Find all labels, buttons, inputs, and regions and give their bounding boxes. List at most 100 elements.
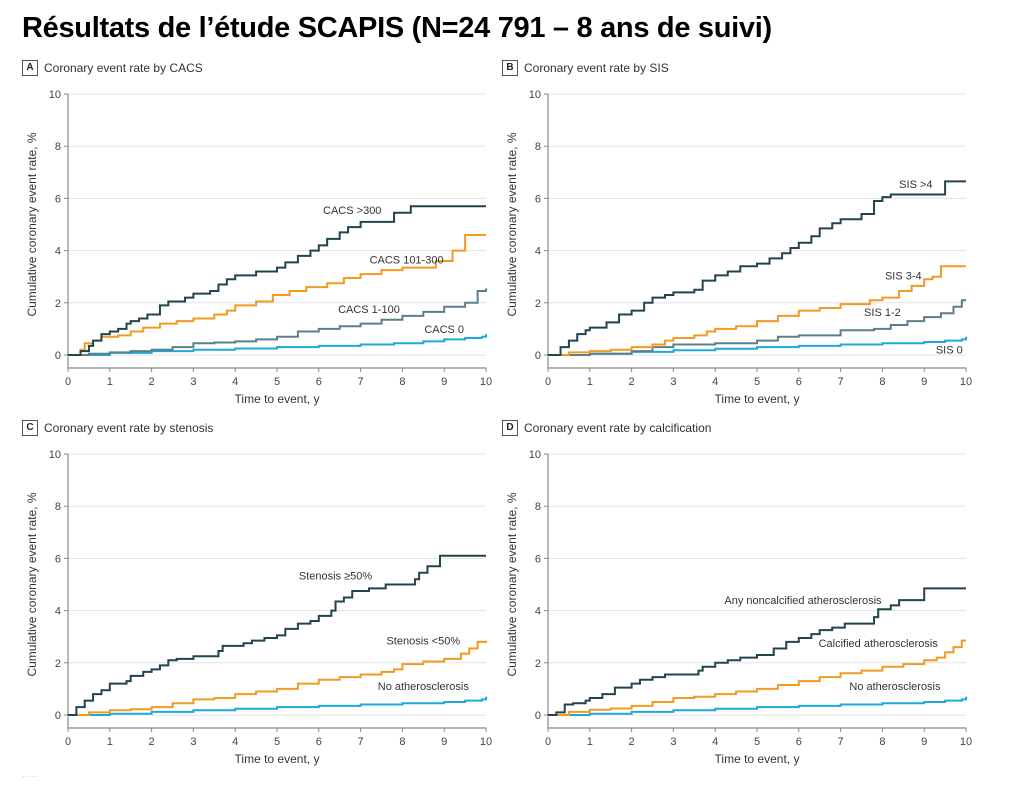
x-tick-label: 0: [545, 376, 551, 388]
series-label: SIS 3-4: [885, 270, 922, 282]
series-label: Stenosis <50%: [386, 636, 460, 648]
x-tick-label: 9: [441, 736, 447, 748]
y-tick-label: 6: [535, 193, 541, 205]
x-tick-label: 0: [65, 376, 71, 388]
x-tick-label: 10: [960, 376, 972, 388]
x-tick-label: 9: [441, 376, 447, 388]
x-tick-label: 1: [107, 376, 113, 388]
x-tick-label: 7: [838, 376, 844, 388]
y-axis-title: Cumulative coronary event rate, %: [505, 492, 519, 676]
y-tick-label: 10: [529, 449, 541, 461]
footnote: ·· ···: [22, 772, 38, 781]
x-tick-label: 4: [232, 736, 238, 748]
x-tick-label: 9: [921, 736, 927, 748]
chart-svg: 0 2 4 6 8 10 0 1 2 3 4 5 6 7 8 9 10 Time to event, y Cumul…: [25, 89, 492, 406]
series-line-calcified-atherosclerosis: [548, 639, 966, 716]
x-tick-label: 2: [149, 376, 155, 388]
series-line-stenosis-50: [68, 640, 487, 716]
series-line-cacs-300: [68, 205, 486, 356]
x-tick-label: 10: [480, 736, 492, 748]
series-label: CACS 0: [424, 324, 464, 336]
y-tick-label: 6: [55, 193, 61, 205]
series-label: SIS 1-2: [864, 307, 901, 319]
series-line-sis-4: [548, 180, 966, 356]
x-tick-label: 9: [921, 376, 927, 388]
y-tick-label: 6: [535, 553, 541, 565]
series-label: CACS 1-100: [338, 304, 400, 316]
series-line-cacs-1-100: [68, 288, 487, 356]
chart-panel-sis: B Coronary event rate by SIS 0 2 4 6 8 10 0 1 2 3…: [480, 58, 980, 423]
x-tick-label: 1: [587, 736, 593, 748]
panel-title: Coronary event rate by stenosis: [44, 421, 214, 435]
x-tick-label: 6: [796, 376, 802, 388]
series-line-cacs-101-300: [68, 233, 486, 356]
x-axis-title: Time to event, y: [715, 752, 800, 766]
y-axis-title: Cumulative coronary event rate, %: [505, 132, 519, 316]
x-tick-label: 5: [754, 376, 760, 388]
y-axis-title: Cumulative coronary event rate, %: [25, 132, 39, 316]
series-label: CACS >300: [323, 205, 381, 217]
chart-panel-stenosis: C Coronary event rate by stenosis 0 2 4 6 8 1…: [0, 418, 500, 783]
panel-title: Coronary event rate by calcification: [524, 421, 712, 435]
y-axis-title: Cumulative coronary event rate, %: [25, 492, 39, 676]
series-label: SIS >4: [899, 179, 932, 191]
y-tick-label: 4: [55, 606, 61, 618]
x-tick-label: 4: [232, 376, 238, 388]
series-label: SIS 0: [936, 345, 963, 357]
x-tick-label: 1: [587, 376, 593, 388]
x-tick-label: 4: [712, 376, 718, 388]
chart-svg: 0 2 4 6 8 10 0 1 2 3 4 5 6 7 8 9 10 Time to event, y Cumul…: [25, 449, 492, 766]
y-tick-label: 8: [535, 141, 541, 153]
panel-header: B Coronary event rate by SIS: [502, 58, 669, 78]
chart-svg: 0 2 4 6 8 10 0 1 2 3 4 5 6 7 8 9 10 Time to event, y Cumul…: [505, 89, 972, 406]
series-line-cacs-0: [68, 334, 487, 356]
y-tick-label: 4: [535, 246, 541, 258]
x-tick-label: 10: [960, 736, 972, 748]
y-tick-label: 8: [55, 141, 61, 153]
panel-header: C Coronary event rate by stenosis: [22, 418, 213, 438]
x-tick-label: 8: [879, 736, 885, 748]
series-label: No atherosclerosis: [378, 681, 470, 693]
panel-letter-badge: A: [22, 60, 38, 76]
x-tick-label: 1: [107, 736, 113, 748]
panel-letter-badge: D: [502, 420, 518, 436]
x-tick-label: 3: [670, 376, 676, 388]
x-tick-label: 8: [879, 376, 885, 388]
panel-header: A Coronary event rate by CACS: [22, 58, 203, 78]
x-tick-label: 5: [274, 736, 280, 748]
series-label: Any noncalcified atherosclerosis: [724, 595, 882, 607]
y-tick-label: 0: [535, 350, 541, 362]
series-line-sis-0: [548, 336, 967, 356]
chart-panel-cacs: A Coronary event rate by CACS 0 2 4 6 8 10 0 1 2…: [0, 58, 500, 423]
x-tick-label: 3: [190, 736, 196, 748]
x-tick-label: 3: [190, 376, 196, 388]
panel-letter-badge: C: [22, 420, 38, 436]
x-tick-label: 5: [754, 736, 760, 748]
series-label: CACS 101-300: [370, 255, 444, 267]
x-tick-label: 7: [358, 376, 364, 388]
series-line-any-noncalcified-atherosclerosis: [548, 587, 966, 716]
x-tick-label: 8: [399, 376, 405, 388]
series-label: Calcified atherosclerosis: [819, 638, 939, 650]
x-tick-label: 10: [480, 376, 492, 388]
x-tick-label: 4: [712, 736, 718, 748]
series-line-sis-3-4: [548, 265, 966, 356]
y-tick-label: 8: [55, 501, 61, 513]
panel-letter-badge: B: [502, 60, 518, 76]
x-axis-title: Time to event, y: [235, 752, 320, 766]
x-tick-label: 2: [629, 376, 635, 388]
y-tick-label: 8: [535, 501, 541, 513]
y-tick-label: 0: [535, 710, 541, 722]
chart-panel-calcification: D Coronary event rate by calcification 0…: [480, 418, 980, 783]
y-tick-label: 2: [55, 658, 61, 670]
y-tick-label: 10: [49, 89, 61, 101]
x-tick-label: 3: [670, 736, 676, 748]
x-tick-label: 8: [399, 736, 405, 748]
series-line-no-atherosclerosis: [68, 696, 487, 716]
x-tick-label: 6: [316, 736, 322, 748]
x-tick-label: 7: [358, 736, 364, 748]
y-tick-label: 2: [535, 658, 541, 670]
series-line-sis-1-2: [548, 299, 966, 356]
x-axis-title: Time to event, y: [715, 392, 800, 406]
series-line-stenosis-50: [68, 554, 486, 716]
